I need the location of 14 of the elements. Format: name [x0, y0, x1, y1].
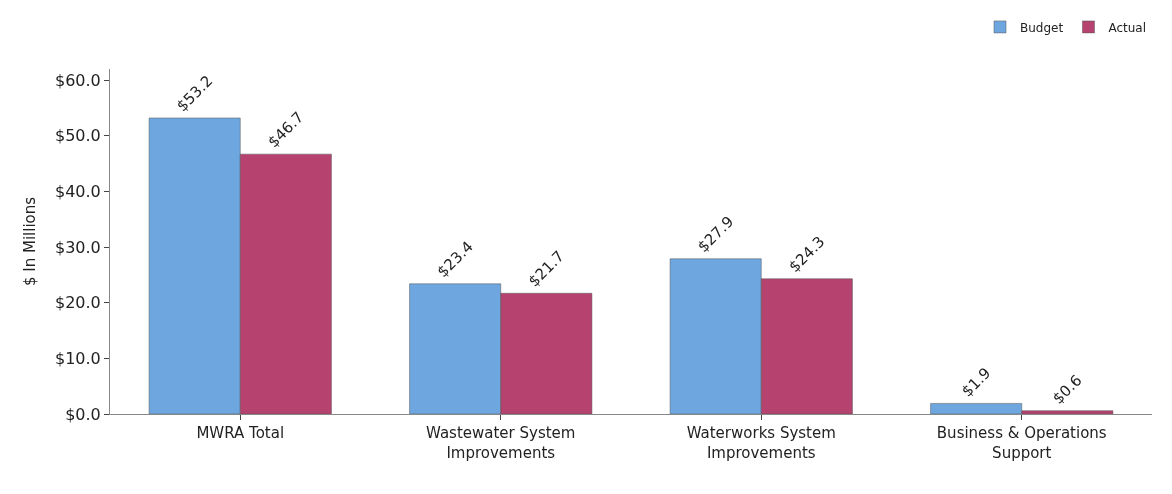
y-tick-label: $0.0 [65, 404, 101, 424]
y-tick-label: $50.0 [54, 126, 101, 146]
x-tick-label: Wastewater System Improvements [426, 424, 576, 462]
y-tick-label: $60.0 [54, 70, 101, 90]
y-tick-label: $40.0 [54, 182, 101, 202]
y-axis-title: $ In Millions [21, 196, 40, 287]
y-tick-label: $20.0 [54, 293, 101, 313]
x-tick-label: Waterworks System Improvements [686, 424, 836, 462]
y-tick-label: $10.0 [54, 348, 101, 368]
y-tick-label: $30.0 [54, 237, 101, 257]
legend-label: Actual [1108, 20, 1147, 35]
legend-label: Budget [1020, 20, 1064, 35]
x-tick-label: MWRA Total [196, 424, 285, 442]
x-tick-label: Business & Operations Support [936, 424, 1107, 462]
